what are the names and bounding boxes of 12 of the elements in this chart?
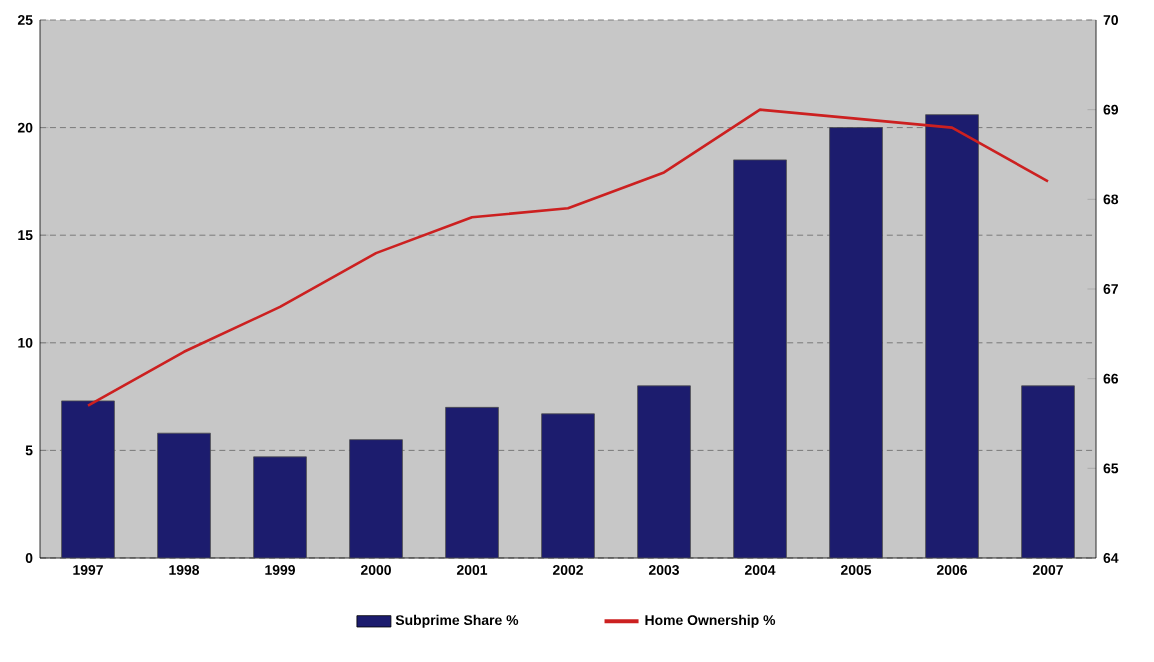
- bar: [253, 456, 307, 558]
- bar: [541, 413, 595, 558]
- bar: [61, 400, 115, 558]
- bar: [1021, 385, 1075, 558]
- bar: [349, 439, 403, 558]
- bar: [157, 432, 211, 558]
- bar: [637, 385, 691, 558]
- bar: [733, 159, 787, 558]
- bar: [925, 114, 979, 558]
- bar: [829, 127, 883, 558]
- bar: [445, 406, 499, 558]
- line-series: [86, 108, 1050, 407]
